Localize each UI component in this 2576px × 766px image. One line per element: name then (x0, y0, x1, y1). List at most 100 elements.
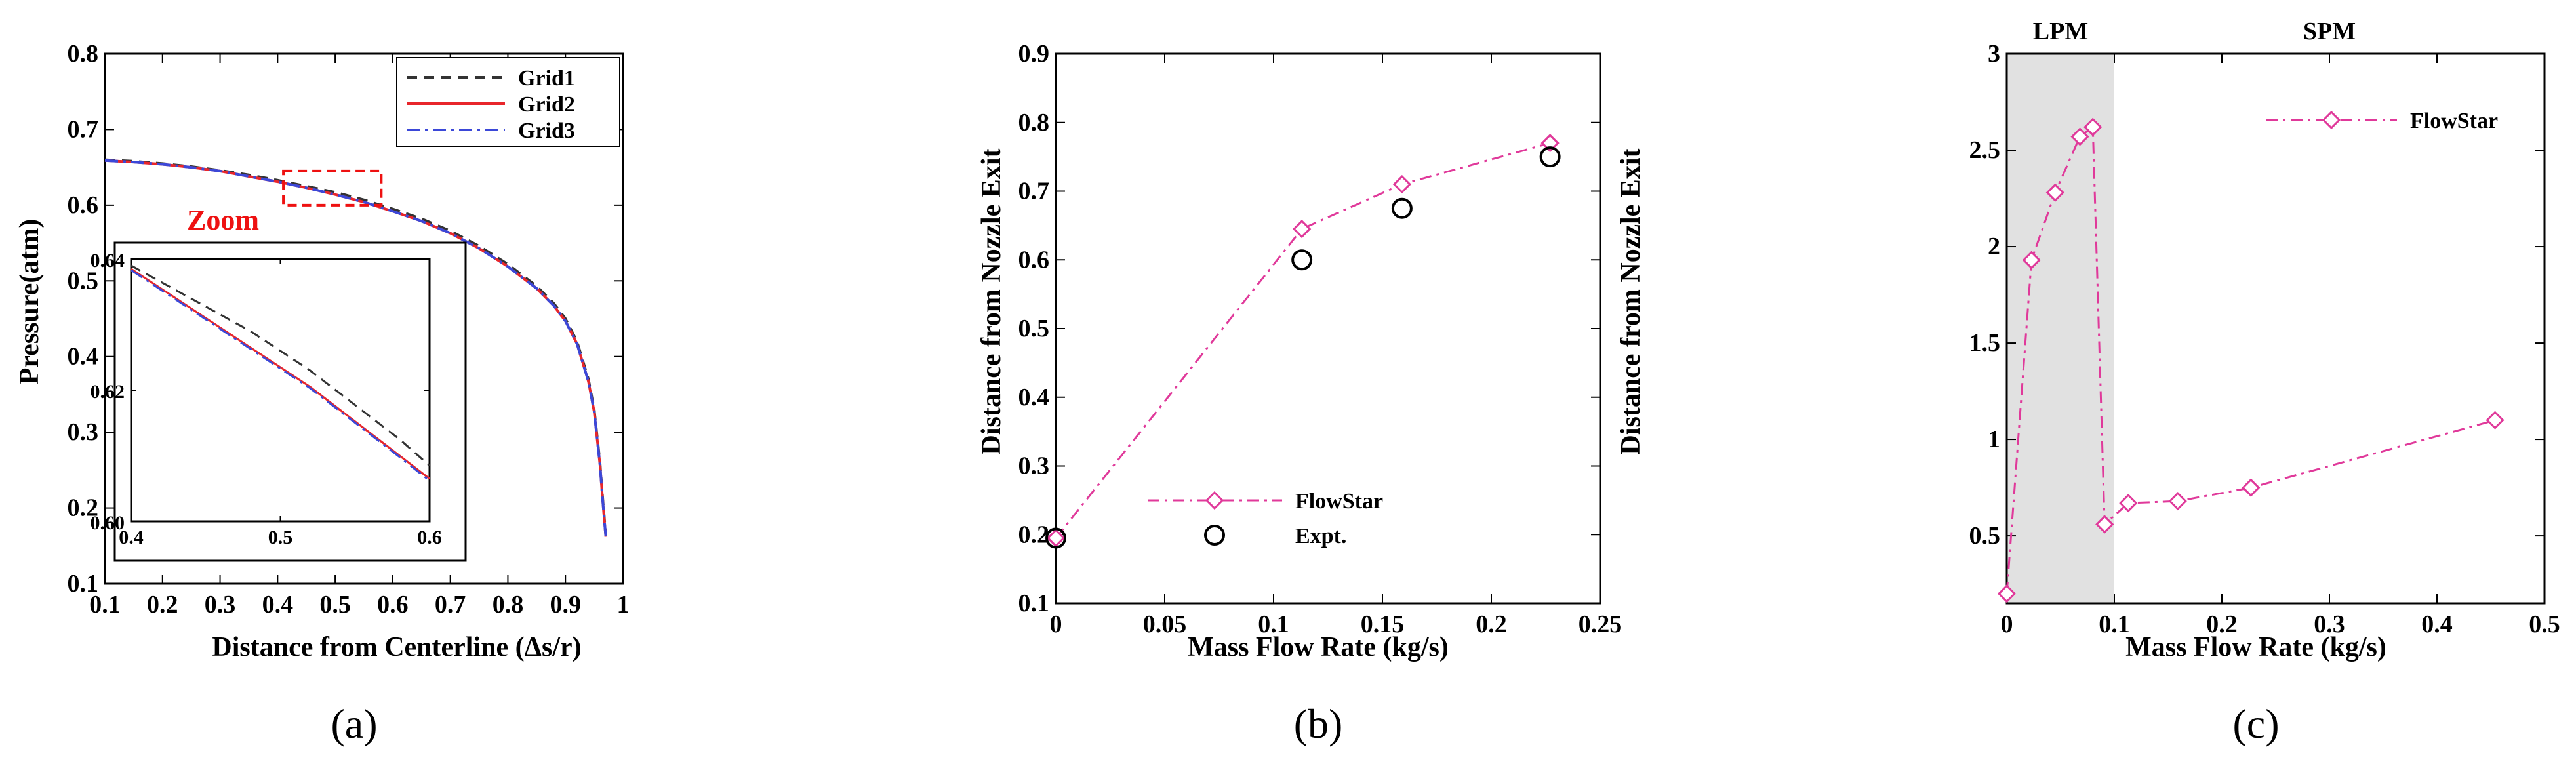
chart-a-xtick-label-0: 0.1 (89, 591, 121, 618)
chart-b-ytick-label-3: 0.4 (1018, 384, 1050, 411)
chart-a-ytick-label-0: 0.1 (68, 570, 99, 597)
chart-b-xtick-label-2: 0.1 (1258, 611, 1289, 638)
chart-a-plot-frame (104, 52, 624, 585)
chart-c-point-flowstar-2 (2045, 183, 2064, 202)
zoom-annotation: Zoom (187, 204, 259, 236)
chart-b-point-expt-1 (1291, 249, 1313, 271)
chart-a-xtick-label-9: 1 (617, 591, 630, 618)
chart-b-point-flowstar-2 (1392, 174, 1412, 194)
chart-c-xtick-label-2: 0.2 (2206, 611, 2238, 638)
chart-c-legend-marker-0 (2322, 110, 2341, 130)
chart-c-ytick-label-4: 2.5 (1969, 136, 2001, 164)
chart-a-xtick-label-4: 0.5 (319, 591, 351, 618)
chart-a-legend (396, 57, 620, 147)
chart-b-legend-label-0: FlowStar (1295, 489, 1383, 514)
chart-a-xtick-label-2: 0.3 (205, 591, 236, 618)
chart-c-xtick-label-5: 0.5 (2529, 611, 2560, 638)
chart-c: Distance from Nozzle Exit Mass Flow Rate… (1616, 18, 2560, 747)
chart-b-xtick-label-4: 0.2 (1476, 611, 1507, 638)
chart-b-ytick-label-1: 0.2 (1018, 521, 1050, 548)
chart-b-ytick-label-5: 0.6 (1018, 246, 1050, 273)
chart-b-ytick-label-4: 0.5 (1018, 315, 1050, 342)
chart-c-ytick-label-2: 1.5 (1969, 329, 2001, 357)
chart-b-xtick-label-0: 0 (1050, 611, 1062, 638)
chart-c-ylabel: Distance from Nozzle Exit (1616, 149, 1646, 455)
panel-label-c: (c) (2232, 700, 2279, 747)
chart-b-xlabel: Mass Flow Rate (kg/s) (1188, 632, 1449, 662)
chart-b-point-flowstar-3 (1540, 134, 1560, 153)
chart-a-ytick-label-2: 0.3 (68, 418, 99, 446)
chart-a-series-grid3-line (104, 159, 607, 537)
chart-c-legend-label-0: FlowStar (2410, 109, 2498, 133)
chart-a-ytick-label-6: 0.7 (68, 115, 99, 143)
chart-a-xtick-label-5: 0.6 (377, 591, 409, 618)
chart-b-ytick-label-7: 0.8 (1018, 109, 1050, 136)
chart-a-xtick-label-6: 0.7 (435, 591, 466, 618)
chart-b-ytick-label-0: 0.1 (1018, 590, 1050, 617)
chart-b-xtick-label-1: 0.05 (1143, 611, 1187, 638)
chart-b-ylabel: Distance from Nozzle Exit (976, 149, 1007, 455)
chart-c-ytick-label-5: 3 (1988, 40, 2000, 68)
chart-c-point-flowstar-0 (1997, 584, 2017, 603)
chart-b-series-flowstar-line (1055, 142, 1551, 539)
chart-a-xtick-label-1: 0.2 (147, 591, 178, 618)
inset-series-grid2-line (131, 268, 430, 480)
chart-b-point-expt-3 (1539, 146, 1561, 168)
chart-b-plot-frame (1055, 52, 1601, 605)
chart-c-point-flowstar-7 (2168, 492, 2187, 511)
chart-a-ylabel: Pressure(atm) (14, 219, 45, 385)
inset-xtick-label-0: 0.4 (119, 527, 144, 548)
chart-a-xtick-label-8: 0.9 (550, 591, 581, 618)
chart-b-legend-marker-0 (1205, 491, 1224, 510)
chart-c-xtick-label-3: 0.3 (2314, 611, 2345, 638)
chart-c-point-flowstar-5 (2095, 515, 2114, 534)
inset-ytick-label-1: 0.62 (91, 381, 125, 403)
chart-c-region-lpm (2007, 54, 2114, 603)
chart-b-legend-label-1: Expt. (1295, 524, 1346, 548)
chart-c-ytick-label-0: 0.5 (1969, 522, 2001, 550)
chart-a-xlabel: Distance from Centerline (Δs/r) (212, 632, 581, 662)
chart-a-xtick-label-3: 0.4 (262, 591, 294, 618)
chart-b-point-expt-2 (1391, 197, 1413, 219)
inset-series-grid1-line (131, 264, 430, 467)
chart-c-region-label-lpm: LPM (2033, 18, 2088, 45)
inset-xtick-label-1: 0.5 (268, 527, 293, 548)
chart-a-xtick-label-7: 0.8 (493, 591, 524, 618)
inset-ytick-label-2: 0.64 (91, 250, 125, 272)
chart-b-xtick-label-5: 0.25 (1579, 611, 1622, 638)
chart-b-ytick-label-8: 0.9 (1018, 40, 1050, 68)
inset-frame (113, 241, 467, 562)
chart-a-ytick-label-5: 0.6 (68, 192, 99, 219)
chart-c-point-flowstar-4 (2083, 117, 2103, 136)
chart-b-ytick-label-2: 0.3 (1018, 453, 1050, 480)
chart-c-xtick-label-0: 0 (2001, 611, 2013, 638)
panel-label-a: (a) (331, 700, 377, 747)
inset-ytick-label-0: 0.60 (91, 512, 125, 534)
chart-a-ytick-label-1: 0.2 (68, 494, 99, 522)
chart-b-legend-marker-1 (1204, 525, 1225, 546)
chart-a: Pressure(atm) Distance from Centerline (… (14, 40, 630, 747)
chart-c-xtick-label-1: 0.1 (2099, 611, 2130, 638)
chart-c-series-flowstar-line (2005, 125, 2495, 594)
zoom-box (282, 169, 383, 207)
chart-a-ytick-label-4: 0.5 (68, 267, 99, 294)
chart-c-ytick-label-1: 1 (1988, 426, 2000, 453)
chart-a-legend-label-0: Grid1 (518, 66, 575, 91)
chart-c-point-flowstar-9 (2485, 411, 2505, 430)
chart-b-point-flowstar-1 (1293, 219, 1312, 239)
chart-a-legend-label-2: Grid3 (518, 119, 575, 143)
chart-c-point-flowstar-3 (2070, 127, 2089, 146)
chart-b-point-expt-0 (1045, 527, 1066, 549)
chart-a-ytick-label-3: 0.4 (68, 343, 99, 371)
inset-series-grid3-line (131, 269, 430, 482)
chart-c-ytick-label-3: 2 (1988, 233, 2000, 260)
chart-c-plot-frame (2005, 52, 2546, 605)
chart-b: Distance from Nozzle Exit Mass Flow Rate… (976, 40, 1622, 747)
chart-b-xtick-label-3: 0.15 (1361, 611, 1405, 638)
chart-b-ytick-label-6: 0.7 (1018, 178, 1050, 205)
chart-c-point-flowstar-1 (2022, 251, 2041, 270)
chart-c-xlabel: Mass Flow Rate (kg/s) (2125, 632, 2386, 662)
panel-label-b: (b) (1294, 700, 1343, 747)
inset-xtick-label-2: 0.6 (417, 527, 442, 548)
chart-a-legend-label-1: Grid2 (518, 92, 575, 117)
